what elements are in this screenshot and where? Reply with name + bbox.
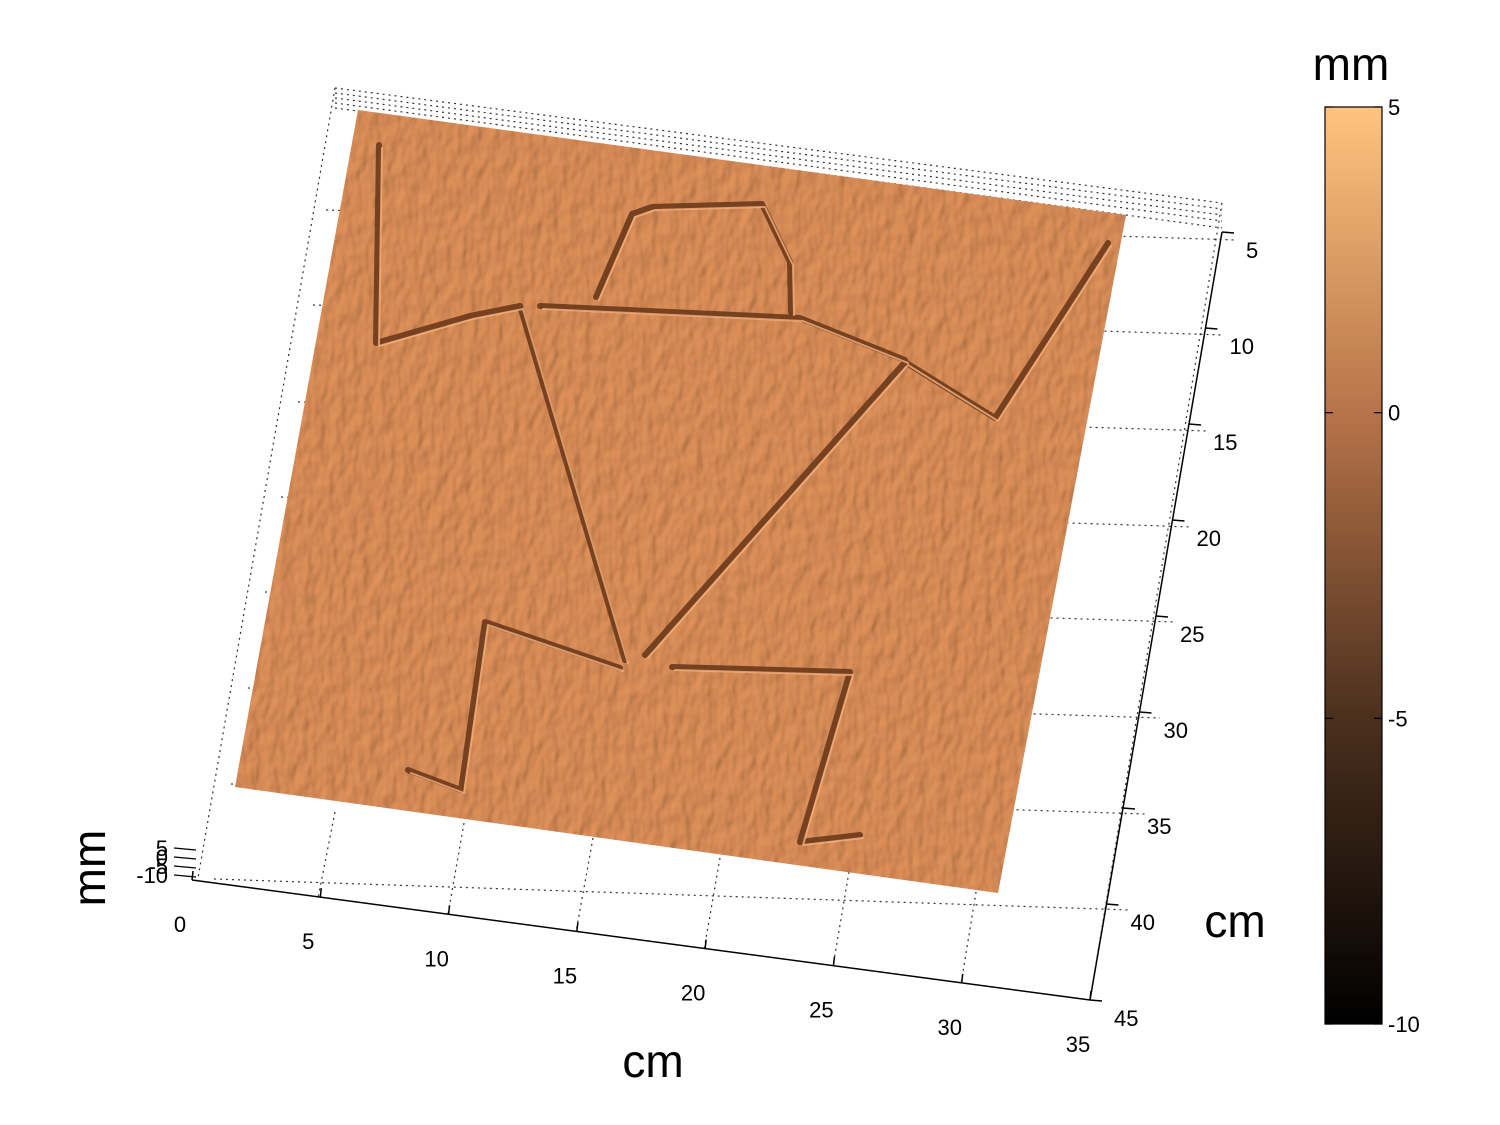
x-tick-label-7: 35 [1066, 1032, 1090, 1057]
z-axis-title: mm [63, 830, 115, 907]
x-tick-mark-2 [447, 905, 451, 915]
surface-plane [235, 110, 1126, 893]
z-tick-mark-3 [173, 847, 197, 851]
x-tick-label-1: 5 [302, 929, 314, 954]
x-tick-mark-1 [319, 888, 323, 898]
z-tick-mark-2 [173, 856, 197, 860]
y-tick-mark-1 [1205, 327, 1218, 330]
x-tick-mark-7 [1089, 990, 1092, 1001]
x-tick-mark-5 [832, 956, 836, 966]
y-tick-label-7: 40 [1131, 910, 1155, 935]
x-tick-mark-4 [704, 939, 707, 949]
x-tick-label-3: 15 [553, 963, 577, 988]
y-tick-mark-0 [1221, 231, 1235, 234]
y-tick-mark-4 [1155, 615, 1169, 618]
z-tick-mark-1 [173, 865, 197, 869]
y-axis-title: cm [1204, 895, 1265, 947]
colorbar-tick-label-1: 0 [1388, 401, 1400, 426]
x-tick-label-4: 20 [681, 981, 705, 1006]
x-tick-mark-3 [576, 922, 579, 932]
y-tick-mark-5 [1139, 711, 1152, 714]
colorbar-gradient [1324, 106, 1383, 1025]
y-tick-label-2: 15 [1213, 430, 1237, 455]
y-tick-label-1: 10 [1230, 334, 1254, 359]
colorbar-tick-label-2: -5 [1388, 706, 1408, 731]
colorbar-ticks: 5 0 -5 -10 [1325, 95, 1420, 1037]
x-tick-label-2: 10 [424, 946, 448, 971]
z-tick-label-3: 5 [156, 836, 168, 861]
y-tick-mark-7 [1106, 903, 1119, 906]
z-tick-label-1: -5 [148, 854, 168, 879]
y-tick-label-5: 30 [1164, 718, 1188, 743]
x-tick-label-5: 25 [809, 998, 833, 1023]
colorbar: mm 5 0 -5 -10 [1313, 38, 1420, 1037]
x-tick-mark-6 [960, 973, 964, 983]
z-tick-label-0: -10 [136, 863, 168, 888]
x-axis-line [191, 879, 1091, 1001]
x-axis-ticks: 0 5 10 15 20 25 30 35 [174, 870, 1092, 1057]
y-tick-mark-6 [1122, 807, 1136, 810]
colorbar-title: mm [1313, 38, 1390, 90]
colorbar-tick-label-0: 5 [1388, 95, 1400, 120]
y-axis-ticks: 5 10 15 20 25 30 35 40 45 [1089, 231, 1258, 1031]
y-tick-label-0: 5 [1246, 238, 1258, 263]
z-tick-mark-0 [173, 874, 197, 878]
y-tick-label-3: 20 [1197, 526, 1221, 551]
colorbar-tick-label-3: -10 [1388, 1012, 1420, 1037]
x-tick-label-0: 0 [174, 912, 186, 937]
z-axis-ticks: -10-505 [136, 836, 197, 888]
y-tick-mark-8 [1089, 999, 1103, 1002]
y-tick-mark-3 [1172, 519, 1185, 522]
y-tick-mark-2 [1188, 423, 1202, 426]
z-tick-label-2: 0 [156, 845, 168, 870]
x-axis-title: cm [622, 1035, 683, 1087]
x-tick-mark-0 [191, 870, 194, 881]
y-tick-label-4: 25 [1180, 622, 1204, 647]
y-tick-label-8: 45 [1114, 1006, 1138, 1031]
x-tick-label-6: 30 [937, 1015, 961, 1040]
y-tick-label-6: 35 [1147, 814, 1171, 839]
engraving-grooves [373, 142, 1112, 846]
